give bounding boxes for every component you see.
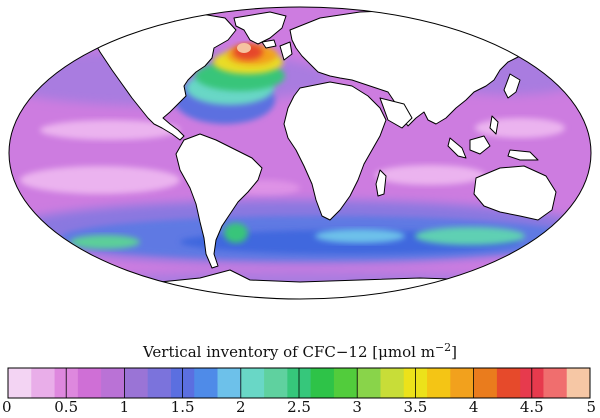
africa [283, 81, 387, 221]
colorbar-bin [496, 368, 521, 398]
colorbar-ticks [7, 368, 591, 398]
new-guinea [507, 149, 539, 161]
colorbar-bin [473, 368, 498, 398]
colorbar-tick-label: 4.5 [520, 398, 544, 416]
colorbar-bin [77, 368, 102, 398]
southern-ocean-teal-2 [415, 227, 525, 245]
colorbar-tick-label: 4 [469, 398, 479, 416]
north-america [91, 11, 237, 141]
colorbar-bin [124, 368, 149, 398]
colorbar-tick-label: 0 [2, 398, 12, 416]
colorbar-bin [380, 368, 405, 398]
colorbar-tick-label: 1.5 [171, 398, 195, 416]
colorbar-tick-label: 3.5 [403, 398, 427, 416]
southern-ocean-cyan [315, 229, 405, 243]
colorbar-bin [101, 368, 125, 398]
colorbar-tick-label: 2 [236, 398, 246, 416]
arabia [379, 97, 413, 129]
colorbar-tick-label: 2.5 [287, 398, 311, 416]
colorbar: 0 0.5 1 1.5 2 2.5 3 3.5 4 4.5 5 [2, 367, 596, 416]
colorbar-bin [217, 368, 242, 398]
colorbar-bin [240, 368, 265, 398]
madagascar [375, 169, 387, 197]
colorbar-title-prefix: Vertical inventory of CFC−12 [ [142, 343, 378, 361]
colorbar-bin [264, 368, 288, 398]
philippines [489, 115, 499, 135]
colorbar-bin [450, 368, 475, 398]
colorbar-bin [333, 368, 358, 398]
colorbar-bin [8, 368, 32, 398]
colorbar-tick-label: 1 [120, 398, 130, 416]
australia [473, 165, 557, 221]
colorbar-tick-labels: 0 0.5 1 1.5 2 2.5 3 3.5 4 4.5 5 [2, 398, 596, 416]
globe-outline [8, 6, 592, 300]
colorbar-title-suffix: ] [451, 343, 457, 361]
greenland [233, 11, 287, 45]
malvinas-green [224, 223, 248, 243]
colorbar-title: Vertical inventory of CFC−12 [μmol m−2] [142, 341, 457, 361]
colorbar-bin [566, 368, 591, 398]
pacific-pale-gyre [40, 120, 180, 140]
labrador-sea-peak [237, 43, 251, 53]
colorbar-bin [543, 368, 568, 398]
new-zealand [567, 213, 581, 233]
colorbar-bin [147, 368, 172, 398]
colorbar-bin [310, 368, 335, 398]
colorbar-bin [357, 368, 381, 398]
british-isles [279, 41, 293, 61]
southern-ocean-teal-1 [70, 235, 140, 249]
south-america [175, 133, 263, 269]
south-pacific-pale-gyre [20, 166, 180, 194]
japan [503, 73, 521, 99]
indian-pale-gyre [375, 165, 485, 185]
colorbar-bin [427, 368, 451, 398]
colorbar-tick-label: 5 [586, 398, 596, 416]
colorbar-bin [31, 368, 56, 398]
colorbar-title-superscript: −2 [435, 341, 451, 354]
borneo [469, 135, 491, 155]
colorbar-tick-label: 3 [352, 398, 362, 416]
iceland [261, 39, 277, 49]
colorbar-bin [194, 368, 219, 398]
sumatra [447, 137, 467, 159]
colorbar-title-unit: μmol m [378, 343, 435, 361]
colorbar-tick-label: 0.5 [54, 398, 78, 416]
west-pacific-pale-gyre [475, 118, 565, 138]
